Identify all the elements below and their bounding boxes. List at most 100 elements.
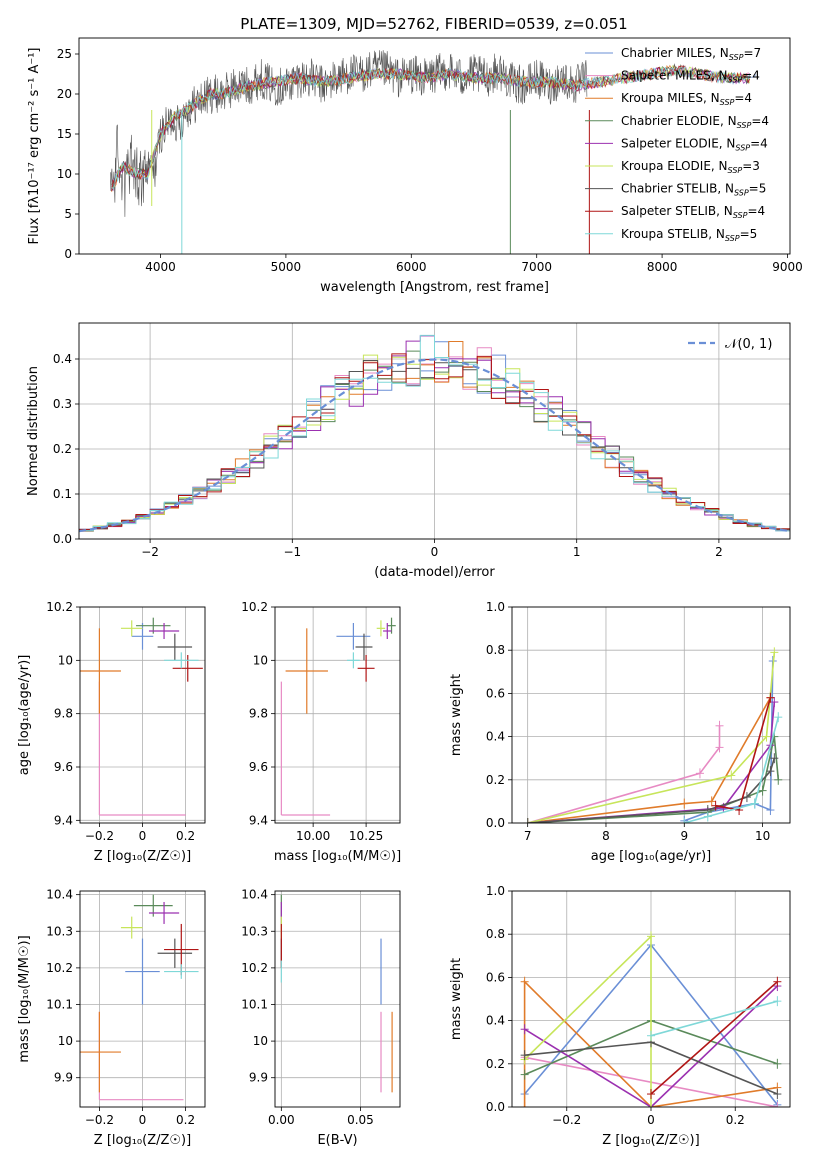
y-tick-label: 1.0 (486, 600, 505, 614)
normal-curve (79, 358, 790, 533)
plot-area (280, 617, 396, 816)
y-tick-label: 15 (57, 127, 72, 141)
x-tick-label: 1 (573, 545, 581, 559)
point-kroupa-stelib (164, 652, 199, 669)
point-salpeter-elodie (148, 901, 180, 924)
x-tick-label: 2 (715, 545, 723, 559)
y-tick-label: 10.4 (46, 888, 73, 902)
y-axis-label: Normed distribution (26, 366, 41, 496)
point-chabrier-miles (336, 623, 371, 650)
x-tick-label: 4000 (145, 260, 176, 274)
y-tick-label: 10.2 (46, 600, 73, 614)
y-tick-label: 0.3 (53, 397, 72, 411)
spectrum-legend: Chabrier MILES, NSSP=7 Salpeter MILES, NS… (585, 46, 769, 243)
weight-marker-salpeter-elodie (770, 697, 779, 708)
x-axis-label: Z [log₁₀(Z/Z☉)] (602, 1133, 699, 1148)
point-chabrier-miles (131, 623, 154, 650)
y-tick-label: 9.6 (249, 760, 268, 774)
x-axis-label: wavelength [Angstrom, rest frame] (320, 280, 549, 295)
y-tick-label: 0.4 (486, 730, 505, 744)
plot-area (280, 894, 393, 1093)
weight-marker-kroupa-elodie (647, 931, 655, 942)
x-tick-label: 0.2 (726, 1113, 745, 1127)
legend-label-normal: 𝒩(0, 1) (725, 337, 772, 352)
point-salpeter-stelib (172, 655, 203, 682)
legend-label-kroupa-miles: Kroupa MILES, NSSP=4 (621, 91, 752, 107)
y-tick-label: 0.8 (486, 643, 505, 657)
panel-mass-vs-ebv: 0.00 0.05 9.9 10 10.1 10.2 10.3 10.4 E(B-V) (241, 888, 401, 1148)
point-chabrier-stelib (157, 633, 193, 661)
weight-marker-chabrier-stelib (770, 753, 779, 764)
x-tick-label: −0.2 (85, 829, 114, 843)
y-tick-label: 10.1 (46, 997, 73, 1011)
x-tick-label: −0.2 (552, 1113, 581, 1127)
point-salpeter-elodie (148, 623, 180, 639)
y-tick-label: 0.1 (53, 487, 72, 501)
legend-label-salpeter-miles: Salpeter MILES, NSSP=4 (621, 69, 760, 85)
panel-age-vs-mass: 10.00 10.25 9.4 9.6 9.8 10 10.2 mass [log₁₀(M/M… (241, 600, 401, 864)
weight-line-kroupa-elodie (527, 652, 776, 823)
point-chabrier-miles (125, 938, 160, 1005)
y-axis-label: mass [log₁₀(M/M☉)] (17, 935, 32, 1062)
y-tick-label: 0.4 (53, 352, 72, 366)
weight-marker-chabrier-elodie (758, 785, 767, 796)
y-tick-label: 0.2 (486, 1057, 505, 1071)
x-tick-label: 0.2 (176, 829, 195, 843)
x-tick-label: 0 (139, 1113, 147, 1127)
x-tick-label: −2 (141, 545, 159, 559)
weight-marker-kroupa-miles (680, 798, 689, 809)
weight-marker-kroupa-elodie (762, 731, 771, 742)
point-kroupa-elodie (376, 620, 386, 637)
plot-area (80, 894, 199, 1101)
panel-weight-vs-z: −0.2 0 0.2 0.0 0.2 0.4 0.6 0.8 1.0 Z [log₁₀(Z/Z☉)… (449, 884, 791, 1148)
weight-marker-chabrier-miles (766, 805, 775, 816)
panel-mass-vs-z: −0.2 0 0.2 9.9 10 10.1 10.2 10.3 10.4 Z [log₁₀(Z/… (17, 888, 206, 1148)
y-tick-label: 10 (253, 653, 268, 667)
y-tick-label: 9.9 (54, 1071, 73, 1085)
point-kroupa-miles (80, 1011, 121, 1093)
x-tick-label: 0.00 (268, 1113, 295, 1127)
x-tick-label: 10.00 (296, 829, 330, 843)
weight-marker-salpeter-elodie (520, 1024, 529, 1035)
weight-marker-kroupa-miles (520, 1102, 529, 1107)
axes-frame (78, 322, 791, 540)
y-axis-label: Flux [fλ10⁻¹⁷ erg cm⁻² s⁻¹ A⁻¹] (27, 48, 42, 245)
weight-line-salpeter-miles (527, 725, 721, 823)
y-tick-label: 0.6 (486, 970, 505, 984)
weight-line-kroupa-elodie (524, 934, 652, 1107)
weight-marker-chabrier-stelib (766, 766, 775, 777)
y-tick-label: 0 (64, 247, 72, 261)
weight-line-kroupa-miles (523, 979, 778, 1107)
y-tick-label: 1.0 (486, 884, 505, 898)
y-tick-label: 9.4 (249, 813, 268, 827)
y-tick-label: 0.2 (486, 773, 505, 787)
weight-marker-salpeter-stelib (773, 976, 782, 987)
weight-marker-kroupa-elodie (727, 770, 736, 781)
weight-marker-salpeter-miles (715, 742, 724, 753)
x-axis-label: (data-model)/error (374, 565, 495, 580)
y-tick-label: 0.0 (53, 532, 72, 546)
weight-line-salpeter-elodie (524, 985, 778, 1107)
y-tick-label: 10.1 (241, 997, 268, 1011)
x-axis-label: Z [log₁₀(Z/Z☉)] (94, 1133, 191, 1148)
weight-marker-kroupa-elodie (647, 1102, 655, 1107)
y-tick-label: 0.4 (486, 1014, 505, 1028)
model-line-salpeter-stelib (111, 65, 750, 192)
y-tick-label: 20 (57, 87, 72, 101)
y-axis-label: mass weight (449, 674, 464, 756)
weight-marker-salpeter-stelib (735, 805, 744, 816)
axes-frame (79, 606, 206, 824)
x-tick-label: −0.2 (85, 1113, 114, 1127)
y-tick-label: 10.3 (46, 924, 73, 938)
y-tick-label: 9.8 (249, 707, 268, 721)
y-tick-label: 0.0 (486, 816, 505, 830)
weight-marker-salpeter-stelib (647, 1089, 655, 1100)
plot-area (110, 50, 756, 254)
x-axis-label: age [log₁₀(age/yr)] (591, 849, 712, 864)
y-tick-label: 0.2 (53, 442, 72, 456)
weight-marker-salpeter-miles (715, 720, 724, 731)
histogram-kroupa-stelib (79, 334, 790, 532)
y-tick-label: 0.6 (486, 686, 505, 700)
y-tick-label: 10.2 (46, 961, 73, 975)
y-tick-label: 9.6 (54, 760, 73, 774)
